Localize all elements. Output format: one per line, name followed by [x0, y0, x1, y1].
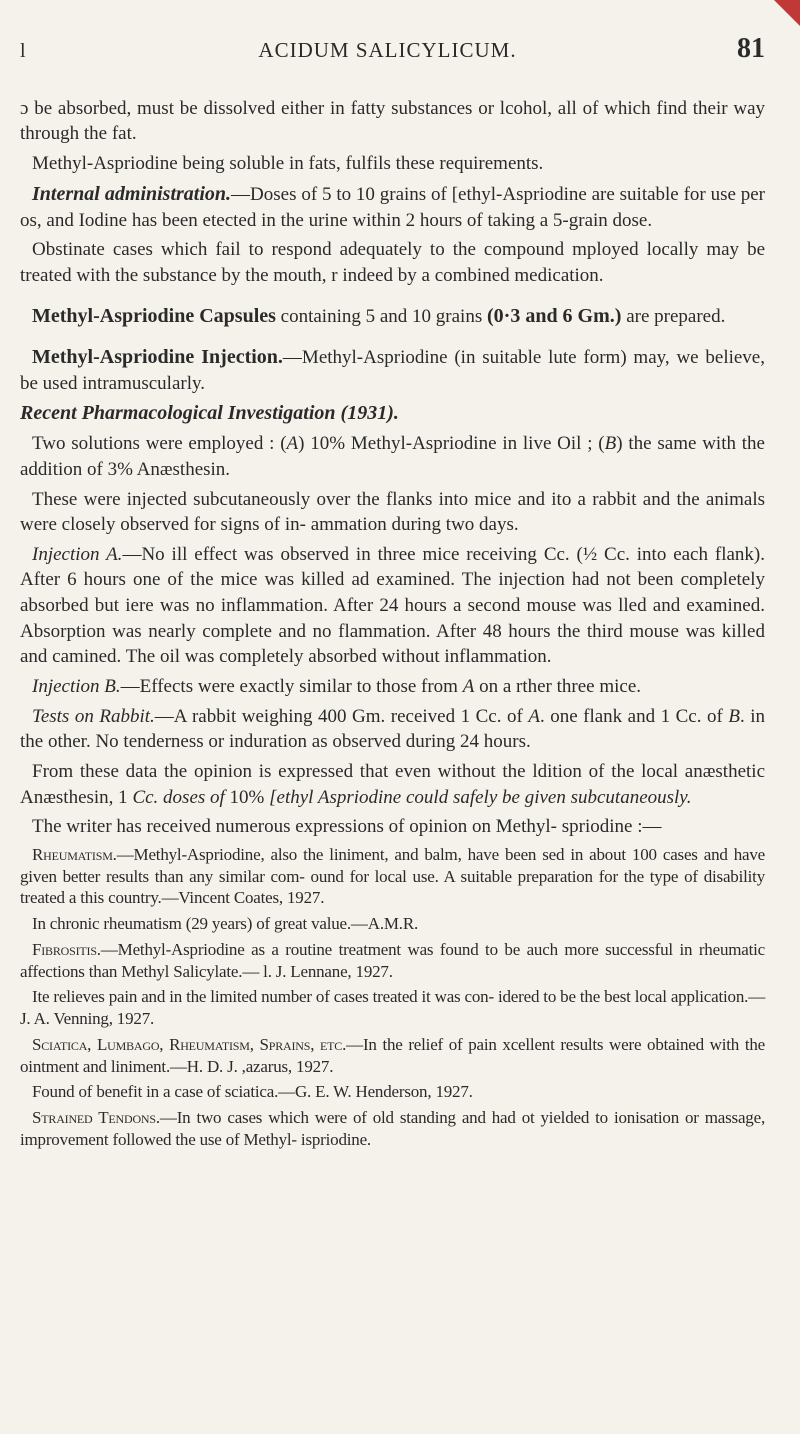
run-heading: Methyl-Aspriodine Capsules: [32, 305, 276, 327]
page-title: ACIDUM SALICYLICUM.: [50, 36, 725, 64]
body-paragraph: From these data the opinion is expressed…: [20, 759, 765, 810]
note-paragraph: Sciatica, Lumbago, Rheumatism, Sprains, …: [20, 1034, 765, 1078]
page-content: l ACIDUM SALICYLICUM. 81 ɔ be absorbed, …: [0, 0, 800, 1185]
page-number: 81: [725, 30, 765, 68]
note-heading: Fibrositis.: [32, 940, 101, 959]
body-paragraph: Obstinate cases which fail to respond ad…: [20, 237, 765, 288]
body-text: A: [463, 676, 475, 697]
body-paragraph: These were injected subcutaneously over …: [20, 487, 765, 538]
body-text: A: [287, 433, 299, 454]
body-paragraph: Recent Pharmacological Investigation (19…: [20, 400, 765, 427]
margin-letter: l: [20, 38, 50, 65]
note-paragraph: Strained Tendons.—In two cases which wer…: [20, 1107, 765, 1151]
body-text: (0·3 and 6 Gm.): [487, 305, 621, 327]
body-text: —A rabbit weighing 400 Gm. received 1 Cc…: [155, 706, 529, 727]
corner-flag: [774, 0, 800, 26]
body-paragraph: Methyl-Aspriodine Injection.—Methyl-Aspr…: [20, 344, 765, 397]
body-paragraph: Methyl-Aspriodine being soluble in fats,…: [20, 151, 765, 177]
body-text: ) 10% Methyl-Aspriodine in live Oil ; (: [298, 433, 605, 454]
note-heading: Sciatica, Lumbago, Rheumatism, Sprains, …: [32, 1035, 346, 1054]
body-text: containing 5 and 10 grains: [276, 306, 487, 327]
run-heading: Injection A.: [32, 544, 122, 565]
body-text: on a rther three mice.: [474, 676, 641, 697]
body-paragraph: The writer has received numerous express…: [20, 814, 765, 840]
body-text: B: [605, 433, 617, 454]
body-text: —No ill effect was observed in three mic…: [20, 544, 765, 668]
note-heading: Rheumatism.: [32, 845, 117, 864]
body-text: [ethyl Aspriodine could safely be given …: [269, 787, 691, 808]
body-paragraph: Tests on Rabbit.—A rabbit weighing 400 G…: [20, 704, 765, 755]
body-paragraph: Internal administration.—Doses of 5 to 1…: [20, 181, 765, 234]
body-paragraph: ɔ be absorbed, must be dissolved either …: [20, 96, 765, 147]
run-heading: Internal administration.: [32, 183, 231, 205]
note-text: —Methyl-Aspriodine, also the liniment, a…: [20, 845, 765, 908]
body-text: . one flank and 1 Cc. of: [540, 706, 728, 727]
body-text: —Effects were exactly similar to those f…: [121, 676, 463, 697]
body-paragraph: Two solutions were employed : (A) 10% Me…: [20, 431, 765, 482]
body-paragraph: Injection A.—No ill effect was observed …: [20, 542, 765, 670]
run-heading: Recent Pharmacological Investigation (19…: [20, 402, 399, 424]
note-paragraph: Rheumatism.—Methyl-Aspriodine, also the …: [20, 844, 765, 909]
body-text: are prepared.: [621, 306, 725, 327]
note-paragraph: In chronic rheumatism (29 years) of grea…: [20, 913, 765, 935]
note-paragraph: Ite relieves pain and in the limited num…: [20, 986, 765, 1030]
run-heading: Methyl-Aspriodine Injection.: [32, 346, 283, 368]
run-heading: Tests on Rabbit.: [32, 706, 155, 727]
note-text: —Methyl-Aspriodine as a routine treatmen…: [20, 940, 765, 981]
run-heading: Injection B.: [32, 676, 121, 697]
body-paragraph: Methyl-Aspriodine Capsules containing 5 …: [20, 303, 765, 330]
body-paragraph: Injection B.—Effects were exactly simila…: [20, 674, 765, 700]
body-text: A: [528, 706, 540, 727]
note-paragraph: Fibrositis.—Methyl-Aspriodine as a routi…: [20, 939, 765, 983]
note-paragraph: Found of benefit in a case of sciatica.—…: [20, 1081, 765, 1103]
page-header: l ACIDUM SALICYLICUM. 81: [20, 30, 765, 68]
body-text: 10%: [225, 787, 269, 808]
body-text: Cc. doses of: [132, 787, 224, 808]
body-text: Two solutions were employed : (: [32, 433, 287, 454]
body-text: B: [728, 706, 740, 727]
note-heading: Strained Tendons.: [32, 1108, 160, 1127]
